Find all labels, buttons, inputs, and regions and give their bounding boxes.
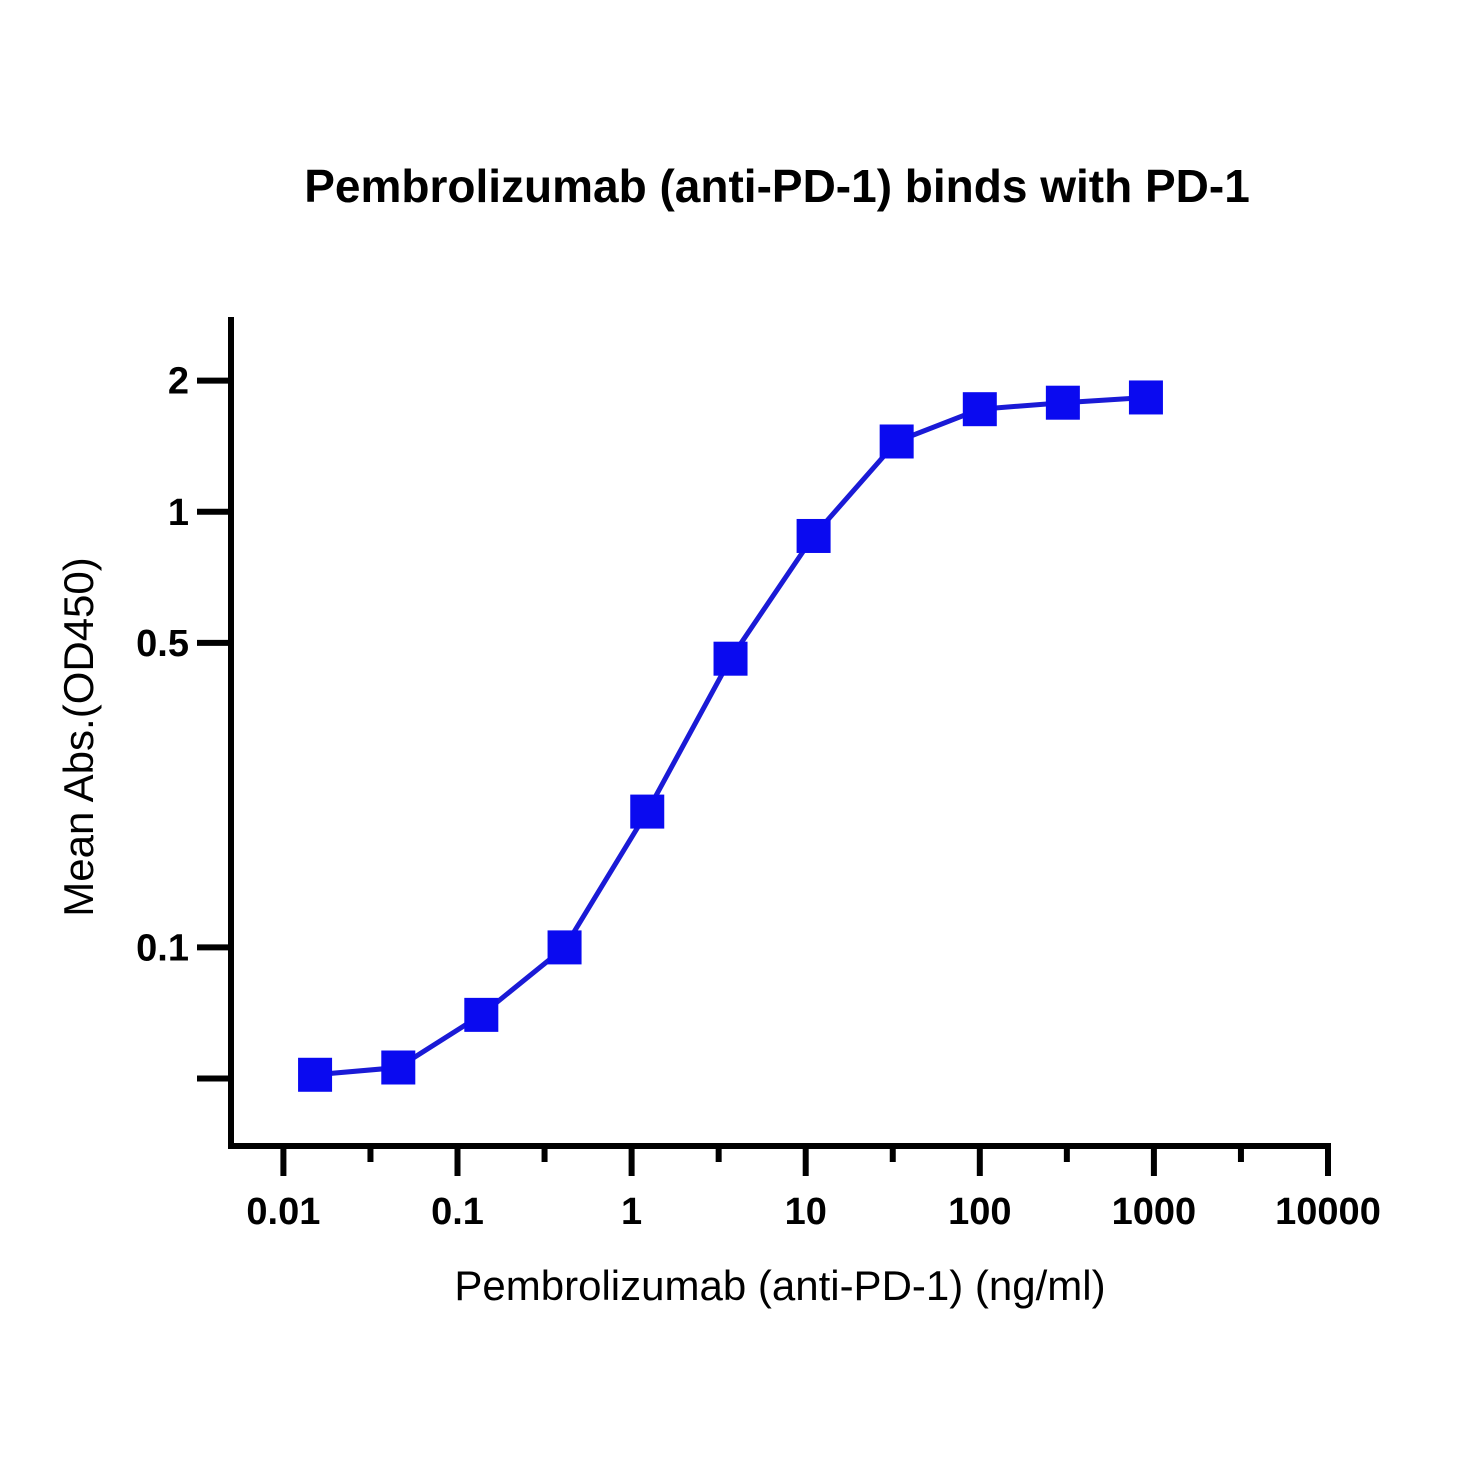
data-point-marker — [962, 392, 997, 427]
data-point-marker — [879, 424, 914, 459]
data-point-marker — [796, 518, 831, 553]
data-point-marker — [381, 1050, 416, 1085]
data-point-marker — [630, 794, 665, 829]
y-tick-label: 1 — [168, 492, 189, 534]
x-axis-label: Pembrolizumab (anti-PD-1) (ng/ml) — [454, 1262, 1105, 1309]
data-point-marker — [464, 997, 499, 1032]
y-tick-label: 0.1 — [136, 927, 189, 969]
x-tick-label: 0.01 — [246, 1191, 320, 1233]
x-axis-ticks: 0.01 0.1 1 10 100 1000 10000 — [246, 1146, 1381, 1233]
x-tick-label: 1 — [621, 1191, 642, 1233]
x-tick-label: 0.1 — [431, 1191, 484, 1233]
x-tick-label: 10 — [785, 1191, 827, 1233]
x-tick-label: 10000 — [1275, 1191, 1381, 1233]
y-tick-label: 2 — [168, 361, 189, 403]
data-point-marker — [298, 1057, 333, 1092]
x-tick-label: 1000 — [1112, 1191, 1197, 1233]
y-axis-ticks: 0.1 0.5 1 2 — [136, 361, 231, 1082]
y-axis-label: Mean Abs.(OD450) — [55, 557, 102, 917]
data-point-marker — [547, 930, 582, 965]
data-point-marker — [1128, 380, 1163, 415]
data-point-marker — [713, 641, 748, 676]
series-line — [314, 395, 1147, 1078]
x-tick-label: 100 — [948, 1191, 1011, 1233]
axes — [228, 317, 1331, 1149]
series-layer — [298, 380, 1163, 1092]
y-tick-label: 0.5 — [136, 623, 189, 665]
data-point-marker — [1045, 385, 1080, 420]
chart-title: Pembrolizumab (anti-PD-1) binds with PD-… — [304, 160, 1250, 212]
